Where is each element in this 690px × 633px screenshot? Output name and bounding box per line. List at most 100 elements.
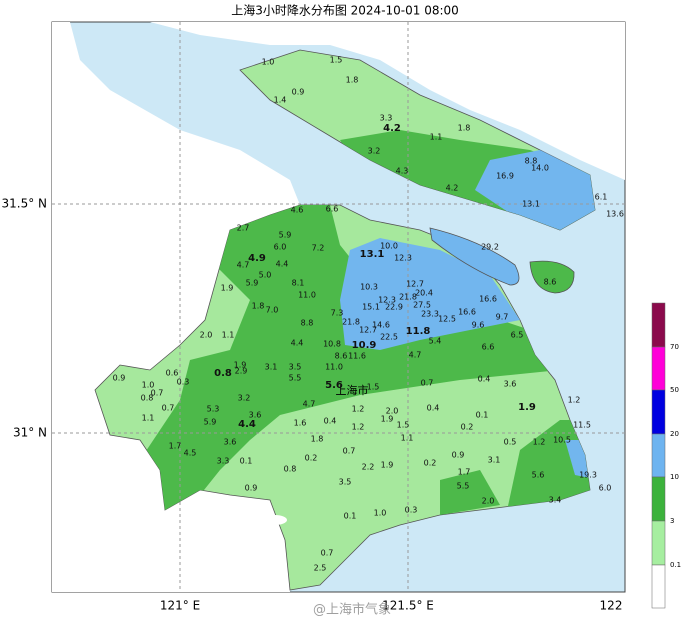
station-value: 3.4 [549,496,562,505]
station-value: 1.8 [311,435,324,444]
station-value: 13.6 [606,210,624,219]
station-value: 12.3 [394,254,412,263]
station-value: 7.0 [266,306,279,315]
station-value: 4.7 [237,261,250,270]
station-value: 1.8 [252,302,265,311]
station-value: 4.2 [383,123,401,134]
station-value: 1.0 [374,509,387,518]
station-value: 0.8 [141,394,154,403]
lat-label: 31° N [13,426,47,440]
station-value: 9.6 [472,321,485,330]
station-value: 21.8 [399,293,417,302]
station-value: 3.1 [488,456,501,465]
station-value: 5.9 [279,231,292,240]
station-value: 12.7 [406,280,424,289]
station-value: 19.3 [579,471,597,480]
place-label: 上海市 [336,383,369,397]
station-value: 10.3 [360,283,378,292]
legend-label: 50 [670,386,679,394]
station-value: 1.8 [346,76,359,85]
station-value: 16.9 [496,172,514,181]
legend [651,302,666,609]
station-value: 1.4 [274,96,287,105]
station-value: 1.9 [221,284,234,293]
station-value: 1.0 [142,381,155,390]
station-value: 5.9 [204,418,217,427]
station-value: 0.7 [421,379,434,388]
station-value: 4.5 [184,449,197,458]
station-value: 4.7 [409,351,422,360]
station-value: 3.3 [217,457,230,466]
station-value: 4.9 [248,253,266,264]
station-value: 8.8 [525,157,538,166]
station-value: 4.4 [291,339,304,348]
legend-label: 0.1 [670,561,681,569]
station-value: 4.2 [446,184,459,193]
station-value: 6.0 [599,484,612,493]
station-value: 10.9 [352,340,377,351]
station-value: 1.2 [352,405,365,414]
station-value: 0.9 [452,451,465,460]
station-value: 2.0 [482,497,495,506]
station-value: 3.6 [224,438,237,447]
station-value: 2.0 [386,407,399,416]
station-value: 3.5 [339,478,352,487]
legend-label: 70 [670,343,679,351]
station-value: 11.0 [325,363,343,372]
title: 上海3小时降水分布图 2024-10-01 08:00 [231,3,459,18]
station-value: 7.2 [312,244,325,253]
station-value: 5.4 [429,337,442,346]
station-value: 0.2 [461,423,474,432]
station-value: 3.5 [289,363,302,372]
station-value: 1.0 [262,58,275,67]
station-value: 14.6 [372,321,390,330]
station-value: 3.2 [368,147,381,156]
station-value: 5.5 [289,374,302,383]
station-value: 1.5 [367,383,380,392]
station-value: 1.8 [458,124,471,133]
station-value: 1.1 [142,414,155,423]
station-value: 1.1 [401,434,414,443]
station-value: 0.2 [424,459,437,468]
station-value: 2.9 [235,367,248,376]
station-value: 1.5 [330,56,343,65]
station-value: 6.6 [482,343,495,352]
station-value: 4.6 [291,206,304,215]
station-value: 0.7 [343,447,356,456]
station-value: 1.9 [381,461,394,470]
station-value: 3.6 [249,411,262,420]
station-value: 0.5 [504,438,517,447]
station-value: 4.3 [396,167,409,176]
station-value: 16.6 [458,308,476,317]
watermark: @上海市气象 [313,602,391,618]
station-value: 2.7 [237,224,250,233]
station-value: 6.0 [274,243,287,252]
station-value: 5.3 [207,405,220,414]
station-value: 1.9 [381,415,394,424]
station-value: 0.4 [478,375,491,384]
station-value: 4.4 [238,419,256,430]
station-value: 1.5 [397,421,410,430]
station-value: 2.0 [200,331,213,340]
station-value: 9.7 [496,313,509,322]
station-value: 1.9 [518,402,536,413]
station-value: 1.2 [568,396,581,405]
station-value: 10.5 [553,436,571,445]
station-value: 5.0 [259,271,272,280]
legend-label: 20 [670,430,679,438]
station-value: 11.0 [298,291,316,300]
station-value: 3.2 [238,394,251,403]
station-value: 8.6 [544,278,557,287]
station-value: 11.6 [348,352,366,361]
station-value: 0.4 [324,417,337,426]
map-frame [51,21,626,593]
lon-label: 121.5° E [382,599,434,613]
station-value: 15.1 [362,303,380,312]
station-value: 10.8 [323,340,341,349]
station-value: 21.8 [342,318,360,327]
station-value: 0.7 [151,389,164,398]
station-value: 3.3 [380,114,393,123]
station-value: 20.4 [415,289,433,298]
station-value: 8.6 [335,352,348,361]
